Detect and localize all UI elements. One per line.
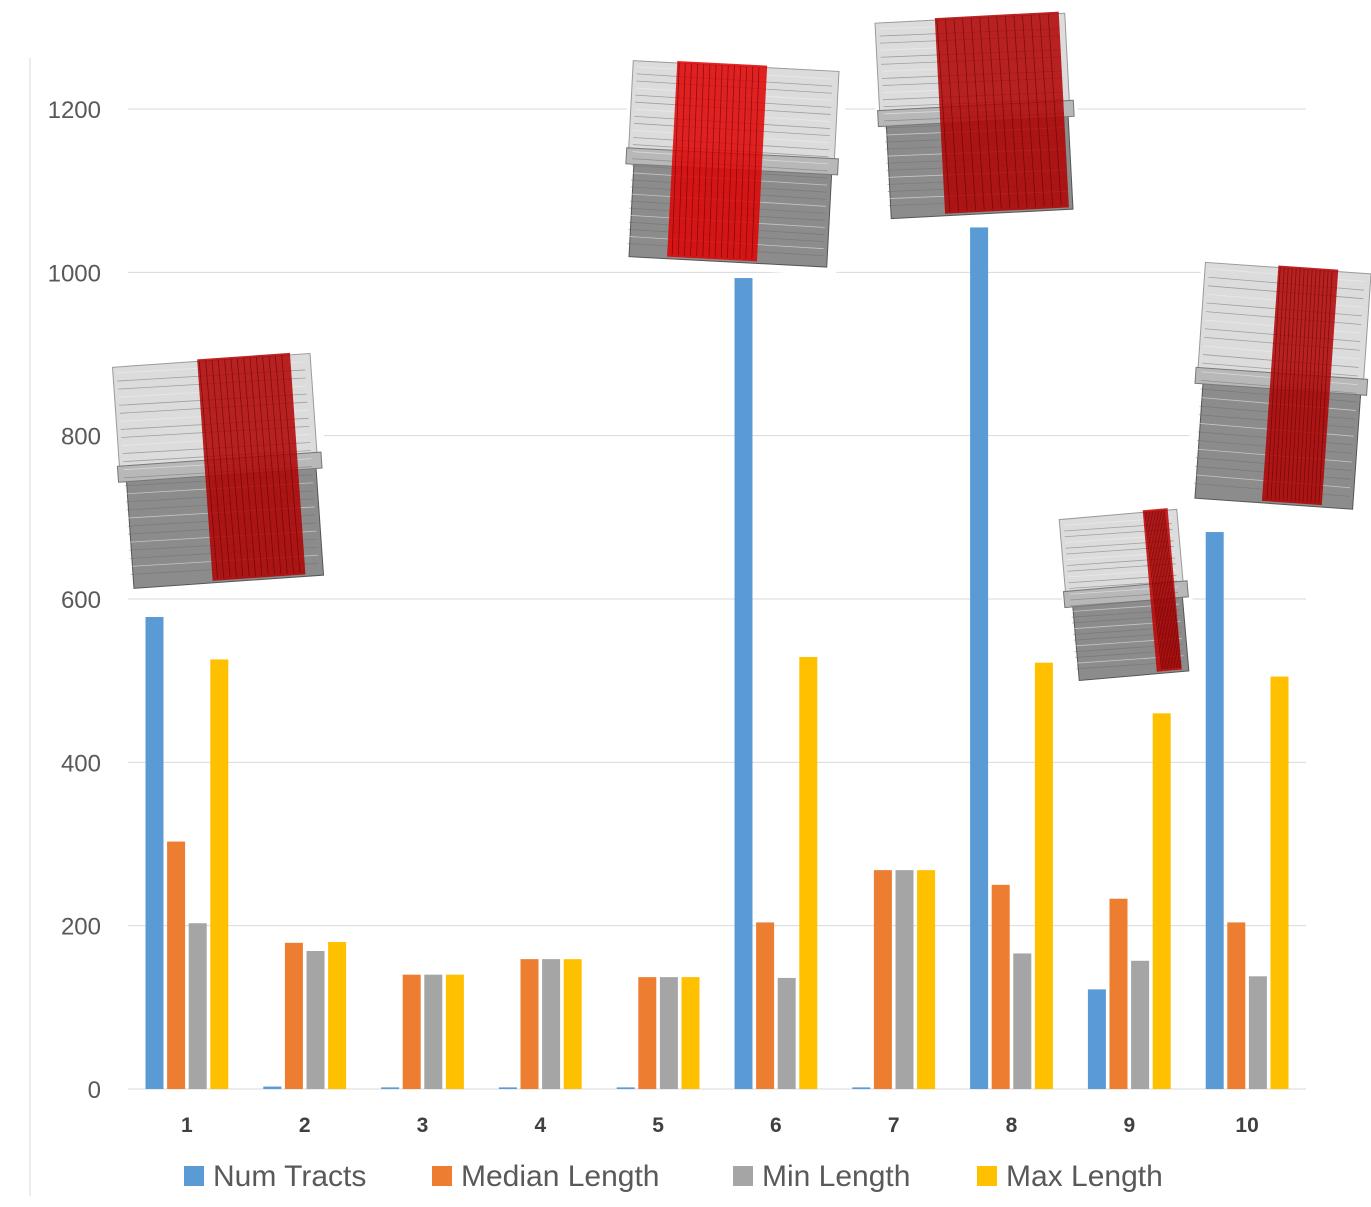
bar — [1270, 676, 1289, 1089]
bar — [734, 278, 753, 1089]
bar — [799, 656, 818, 1089]
bar — [873, 870, 892, 1089]
bar — [381, 1087, 400, 1089]
y-tick-label: 1000 — [48, 260, 101, 287]
bar — [1034, 662, 1053, 1089]
bar — [991, 884, 1010, 1089]
bar — [895, 870, 914, 1089]
bar — [756, 922, 775, 1089]
y-tick-label: 200 — [61, 914, 101, 941]
tract-volume-icon — [870, 4, 1084, 228]
bars — [145, 227, 1289, 1089]
x-axis-ticks: 1 2 3 4 5 6 7 8 9 10 — [181, 1114, 1259, 1137]
x-tick-label: 8 — [1006, 1114, 1018, 1137]
bar — [1131, 960, 1150, 1089]
x-tick-label: 4 — [534, 1114, 546, 1137]
bar — [638, 977, 657, 1089]
x-tick-label: 3 — [417, 1114, 429, 1137]
legend: Num Tracts Median Length Min Length Max Len… — [184, 1160, 1163, 1193]
legend-label: Median Length — [461, 1160, 660, 1193]
tract-volume-icon — [1184, 254, 1371, 518]
legend-swatch — [733, 1166, 753, 1186]
bar — [1013, 953, 1032, 1089]
bar — [917, 870, 936, 1089]
legend-label: Max Length — [1006, 1160, 1163, 1193]
x-tick-label: 2 — [299, 1114, 311, 1137]
bar — [424, 974, 443, 1089]
bar — [659, 977, 678, 1089]
bar — [167, 841, 186, 1089]
legend-swatch — [977, 1166, 997, 1186]
x-tick-label: 9 — [1123, 1114, 1135, 1137]
bar — [1109, 898, 1128, 1089]
x-tick-label: 5 — [652, 1114, 664, 1137]
bar — [188, 923, 207, 1089]
bar — [498, 1087, 517, 1089]
legend-label: Num Tracts — [213, 1160, 366, 1193]
bar — [563, 959, 582, 1089]
x-tick-label: 1 — [181, 1114, 193, 1137]
bar — [263, 1086, 282, 1089]
bar — [970, 227, 989, 1089]
bar — [1205, 532, 1224, 1089]
bar — [616, 1087, 635, 1089]
bar — [445, 974, 464, 1089]
bar — [402, 974, 421, 1089]
y-tick-label: 400 — [61, 750, 101, 777]
legend-label: Min Length — [762, 1160, 910, 1193]
bar — [210, 659, 229, 1089]
y-tick-label: 1200 — [48, 97, 101, 124]
tract-volume-icon — [107, 344, 335, 598]
legend-swatch — [184, 1166, 204, 1186]
bar — [1227, 922, 1246, 1089]
bar — [542, 959, 561, 1089]
y-tick-label: 600 — [61, 587, 101, 614]
tract-volume-icon — [618, 52, 848, 276]
bar — [777, 977, 796, 1089]
bar — [145, 616, 164, 1089]
bar — [284, 942, 303, 1089]
bar — [1152, 713, 1171, 1089]
bar — [1087, 989, 1106, 1089]
x-tick-label: 10 — [1235, 1114, 1258, 1137]
bar — [1248, 976, 1267, 1089]
bar — [328, 942, 347, 1089]
bar — [681, 977, 700, 1089]
tract-volume-icon — [1054, 500, 1200, 690]
y-axis-ticks: 0 200 400 600 800 1000 1200 — [48, 97, 101, 1104]
y-tick-label: 800 — [61, 424, 101, 451]
y-tick-label: 0 — [88, 1077, 101, 1104]
x-tick-label: 7 — [888, 1114, 900, 1137]
bar — [306, 950, 325, 1089]
tract-thumbnails — [107, 4, 1371, 690]
bar — [520, 959, 539, 1089]
bar — [852, 1087, 871, 1089]
legend-swatch — [432, 1166, 452, 1186]
x-tick-label: 6 — [770, 1114, 782, 1137]
